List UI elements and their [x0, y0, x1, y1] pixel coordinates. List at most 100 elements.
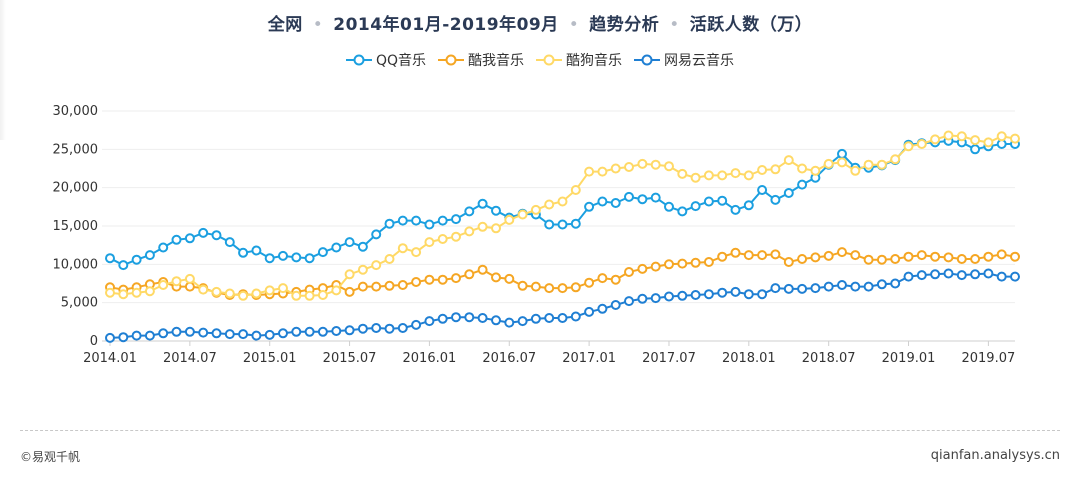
data-point	[823, 250, 834, 261]
x-tick-label: 2015.07	[323, 351, 377, 366]
data-point	[983, 251, 994, 262]
data-point	[996, 271, 1007, 282]
data-point	[610, 274, 621, 285]
data-point	[158, 328, 169, 339]
data-point	[584, 166, 595, 177]
data-point	[996, 249, 1007, 260]
title-date-range: 2014年01月-2019年09月	[333, 15, 559, 35]
data-point	[703, 257, 714, 267]
data-point	[144, 250, 155, 261]
data-point	[557, 313, 568, 323]
data-point	[850, 281, 861, 292]
data-point	[717, 195, 728, 206]
legend-item[interactable]: 酷我音乐	[438, 50, 524, 70]
legend-item[interactable]: QQ音乐	[345, 50, 426, 70]
data-point	[770, 283, 781, 294]
data-point	[690, 257, 701, 268]
data-point	[1010, 133, 1020, 144]
data-point	[837, 148, 847, 159]
data-point	[131, 254, 142, 265]
data-point	[677, 206, 688, 217]
data-point	[584, 201, 595, 212]
copyright-text: ©易观千帆	[20, 450, 81, 464]
data-point	[743, 200, 754, 211]
data-point	[530, 204, 541, 215]
x-tick-label: 2015.01	[243, 351, 297, 366]
data-point	[650, 192, 661, 203]
data-point	[477, 221, 488, 232]
data-point	[597, 273, 608, 284]
data-point	[783, 155, 794, 166]
data-point	[797, 163, 808, 174]
data-point	[664, 161, 674, 172]
data-point	[956, 270, 967, 281]
data-point	[437, 234, 448, 244]
data-point	[610, 198, 621, 208]
data-point	[224, 329, 235, 340]
data-point	[943, 130, 954, 141]
data-point	[730, 168, 741, 179]
data-point	[597, 303, 608, 314]
data-point	[384, 254, 395, 264]
data-point	[464, 269, 475, 280]
data-point	[996, 131, 1007, 142]
data-point	[451, 214, 461, 225]
data-point	[451, 273, 461, 284]
data-point	[664, 259, 674, 270]
series-4	[105, 268, 1020, 343]
data-point	[451, 312, 461, 323]
data-point	[184, 233, 195, 244]
data-point	[797, 283, 808, 294]
legend-line-marker-icon	[634, 54, 661, 66]
data-point	[517, 280, 528, 291]
data-point	[650, 261, 661, 272]
data-point	[278, 328, 288, 339]
data-point	[916, 139, 927, 149]
data-point	[371, 323, 382, 333]
data-point	[557, 283, 568, 294]
title-separator: •	[312, 15, 324, 35]
data-point	[570, 282, 581, 293]
data-point	[903, 271, 914, 282]
title-metric: 活跃人数（万）	[689, 15, 813, 35]
data-point	[903, 141, 914, 152]
legend-line-marker-icon	[438, 54, 465, 66]
data-point	[743, 289, 754, 300]
legend-label: 酷狗音乐	[566, 53, 623, 69]
data-point	[717, 287, 728, 298]
data-point	[863, 281, 874, 292]
data-point	[171, 234, 182, 245]
data-point	[517, 209, 528, 220]
data-point	[344, 269, 355, 280]
data-point	[238, 247, 249, 258]
data-point	[730, 247, 741, 258]
data-point	[397, 280, 408, 290]
data-point	[437, 215, 448, 226]
data-point	[876, 159, 887, 170]
data-point	[810, 252, 821, 263]
legend-item[interactable]: 酷狗音乐	[536, 50, 622, 70]
data-point	[224, 288, 235, 299]
data-point	[903, 251, 914, 262]
data-point	[158, 242, 169, 253]
data-point	[424, 316, 435, 327]
legend-label: 网易云音乐	[664, 53, 735, 69]
footer-divider	[20, 430, 1060, 431]
legend-item[interactable]: 网易云音乐	[634, 50, 734, 70]
data-point	[211, 230, 222, 241]
x-tick-label: 2018.07	[802, 351, 856, 366]
data-point	[703, 196, 714, 207]
data-point	[184, 273, 195, 284]
data-point	[198, 227, 209, 238]
data-point	[624, 267, 634, 277]
data-point	[544, 283, 555, 294]
title-analysis-type: 趋势分析	[589, 15, 660, 35]
data-point	[144, 330, 155, 341]
x-tick-label: 2017.01	[562, 351, 616, 366]
x-tick-label: 2018.01	[722, 351, 776, 366]
data-point	[491, 272, 501, 283]
data-point	[344, 286, 355, 297]
x-tick-label: 2014.07	[163, 351, 217, 366]
data-point	[890, 154, 901, 165]
legend-line-marker-icon	[536, 54, 563, 66]
